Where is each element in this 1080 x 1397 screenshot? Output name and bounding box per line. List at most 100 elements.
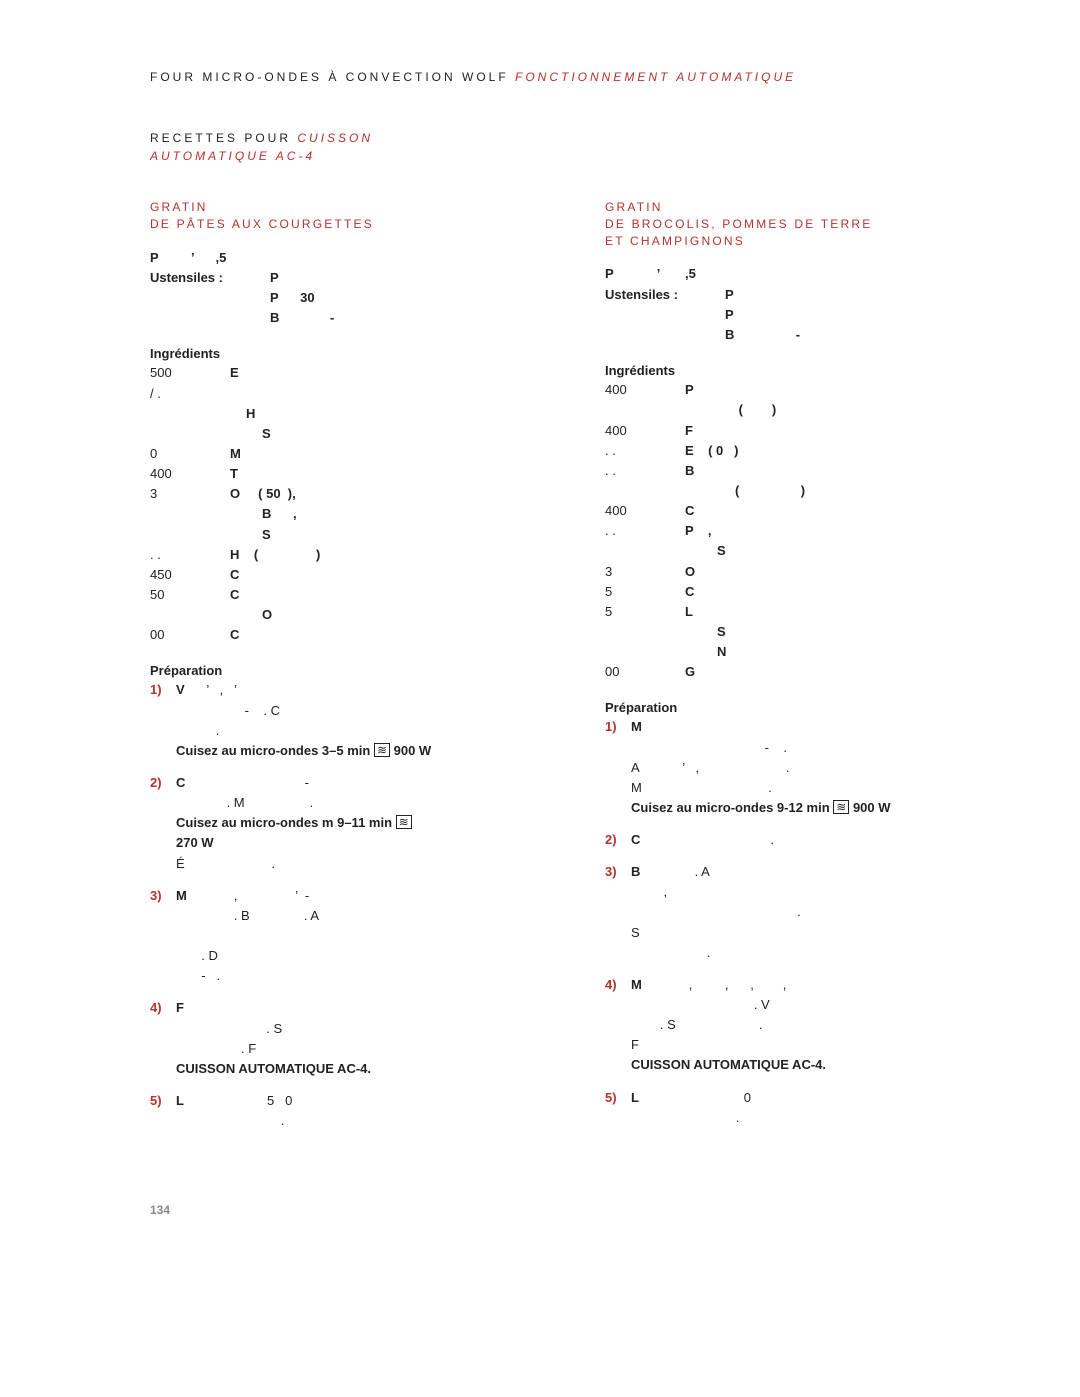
step-body: , , , , . V . S . F <box>631 977 786 1052</box>
right-ust-0: P <box>725 285 734 305</box>
left-ust-0: P <box>270 268 279 288</box>
header-red: FONCTIONNEMENT AUTOMATIQUE <box>515 70 796 84</box>
ingredient-name: T <box>230 464 238 484</box>
step-body: . <box>640 832 774 847</box>
ingredient-qty: 0 <box>150 444 230 464</box>
ingredient-row: 5L <box>605 602 1010 622</box>
left-poids: P ’ ,5 <box>150 247 555 268</box>
ingredient-name: S <box>685 541 726 561</box>
pre-red-l2: AUTOMATIQUE AC-4 <box>150 149 315 163</box>
ingredient-row: 3O <box>605 562 1010 582</box>
ingredient-row: 50C <box>150 585 555 605</box>
ingredient-name: ( ) <box>685 400 776 420</box>
ingredient-qty <box>605 481 685 501</box>
step-body: 5 0 . <box>176 1093 292 1128</box>
step-body: . A , . S . <box>631 864 801 960</box>
ingredient-qty <box>150 404 230 424</box>
step-body: . S . F <box>176 1021 282 1056</box>
ingredient-row: 400P <box>605 380 1010 400</box>
ingredient-name: S <box>230 525 271 545</box>
step-lead: F <box>176 1000 184 1015</box>
step-body: - . M . <box>176 775 313 810</box>
ingredient-qty: 400 <box>605 421 685 441</box>
ingredient-name: O <box>230 605 272 625</box>
ingredient-qty <box>150 424 230 444</box>
ingredient-row: . .E ( 0 ) <box>605 441 1010 461</box>
right-prep-label: Préparation <box>605 700 1010 715</box>
ingredient-qty <box>605 642 685 662</box>
ingredient-name: S <box>230 424 271 444</box>
prep-step: 1)M - . A ’ , . M .Cuisez au micro-ondes… <box>605 717 1010 818</box>
step-lead: V <box>176 682 185 697</box>
step-highlight: Cuisez au micro-ondes m 9–11 min <box>176 815 396 830</box>
ingredient-row: N <box>605 642 1010 662</box>
step-body: , ’ - . B . A . D - . <box>176 888 319 984</box>
step-lead: C <box>631 832 640 847</box>
step-highlight: Cuisez au micro-ondes 3–5 min <box>176 743 374 758</box>
left-ust-1: P 30 <box>150 288 555 308</box>
ingredient-row: O <box>150 605 555 625</box>
recipe-right: GRATIN DE BROCOLIS, POMMES DE TERRE ET C… <box>605 199 1010 1143</box>
ingredient-row: . .B <box>605 461 1010 481</box>
ingredient-row: 00G <box>605 662 1010 682</box>
prep-step: 3) M , ’ - . B . A . D - . <box>150 886 555 987</box>
ingredient-name: C <box>685 582 694 602</box>
page-header: FOUR MICRO-ONDES À CONVECTION WOLF FONCT… <box>150 70 1010 84</box>
ingredient-qty: 00 <box>150 625 230 645</box>
ingredient-name: O ( 50 ), <box>230 484 296 504</box>
ingredient-row: ( ) <box>605 400 1010 420</box>
ingredient-name: B <box>685 461 694 481</box>
step-body: - . A ’ , . M . <box>631 740 789 795</box>
ingredient-row: S <box>150 424 555 444</box>
ingredient-row: 400C <box>605 501 1010 521</box>
prep-step: 4)M , , , , . V . S . FCUISSON AUTOMATIQ… <box>605 975 1010 1076</box>
ingredient-row: 500E <box>150 363 555 383</box>
prep-step: 4)F . S . FCUISSON AUTOMATIQUE AC-4. <box>150 998 555 1079</box>
ingredient-qty: / . <box>150 384 230 404</box>
recipe-left-title-l1: GRATIN <box>150 200 208 214</box>
step-number: 3) <box>150 886 162 906</box>
ingredient-row: 400F <box>605 421 1010 441</box>
step-number: 4) <box>150 998 162 1018</box>
step-number: 5) <box>605 1088 617 1108</box>
step-lead: L <box>176 1093 184 1108</box>
ingredient-qty: 5 <box>605 582 685 602</box>
step-body: 0 . <box>631 1090 751 1125</box>
ingredient-qty: . . <box>605 441 685 461</box>
ingredient-qty: . . <box>605 521 685 541</box>
prep-step: 5)L 0 . <box>605 1088 1010 1128</box>
ingredient-qty <box>150 525 230 545</box>
step-lead: B <box>631 864 640 879</box>
ingredient-row: 00C <box>150 625 555 645</box>
step-tail: É . <box>176 856 275 871</box>
left-ust-label: Ustensiles : <box>150 268 270 288</box>
step-number: 1) <box>150 680 162 700</box>
left-ust-row: Ustensiles : P <box>150 268 555 288</box>
ingredient-qty: 50 <box>150 585 230 605</box>
right-ust-1: P <box>605 305 1010 325</box>
step-lead: M <box>176 888 187 903</box>
recipe-left: GRATIN DE PÂTES AUX COURGETTES P ’ ,5 Us… <box>150 199 555 1143</box>
ingredient-name: P , <box>685 521 712 541</box>
prep-step: 1)V ’ , ’ - . C .Cuisez au micro-ondes 3… <box>150 680 555 761</box>
step-number: 1) <box>605 717 617 737</box>
microwave-icon: ≋ <box>396 815 412 829</box>
ingredient-qty: 400 <box>605 380 685 400</box>
ingredient-name: C <box>230 565 239 585</box>
header-black: FOUR MICRO-ONDES À CONVECTION WOLF <box>150 70 515 84</box>
ingredient-row: / . <box>150 384 555 404</box>
step-lead: C <box>176 775 185 790</box>
ingredient-row: . .H ( ) <box>150 545 555 565</box>
ingredient-row: 3O ( 50 ), <box>150 484 555 504</box>
right-ust-2: B - <box>605 325 1010 345</box>
ingredient-qty <box>605 622 685 642</box>
prep-step: 3)B . A , . S . <box>605 862 1010 963</box>
ingredient-row: S <box>605 622 1010 642</box>
ingredient-qty: 450 <box>150 565 230 585</box>
right-ust-row: Ustensiles : P <box>605 285 1010 305</box>
step-highlight: CUISSON AUTOMATIQUE AC-4. <box>631 1057 826 1072</box>
ingredient-row: H <box>150 404 555 424</box>
ingredient-row: S <box>150 525 555 545</box>
ingredient-qty: . . <box>150 545 230 565</box>
ingredient-name: E ( 0 ) <box>685 441 738 461</box>
